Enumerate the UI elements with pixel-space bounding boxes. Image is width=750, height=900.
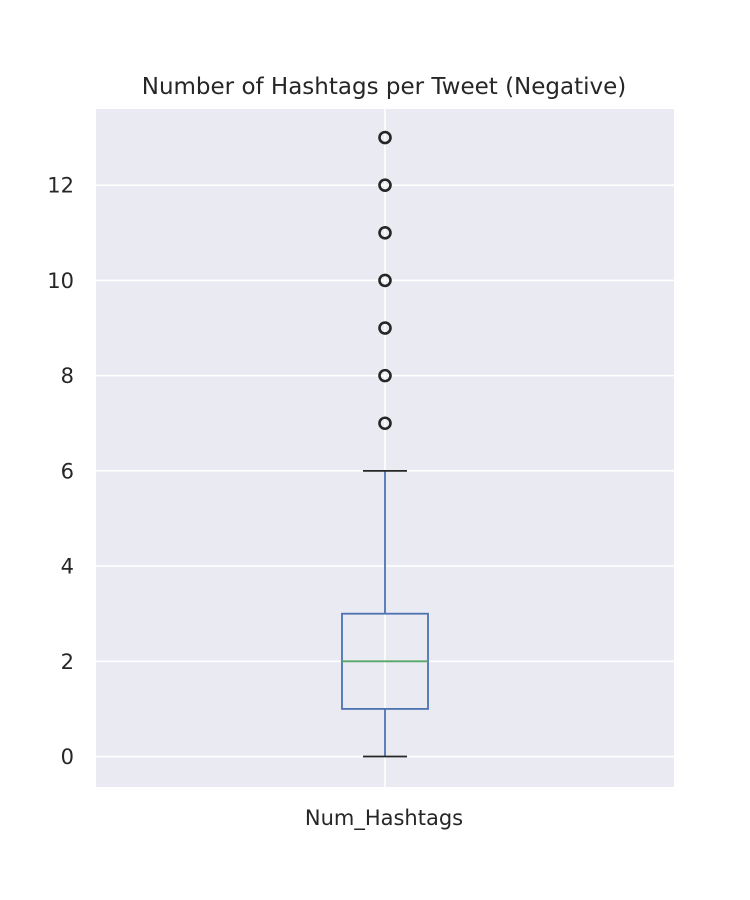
box-plot — [341, 130, 429, 758]
outlier-point — [378, 178, 392, 192]
outlier-point — [378, 321, 392, 335]
outlier-point — [378, 416, 392, 431]
outlier-point — [378, 130, 392, 145]
y-tick-label: 2 — [61, 650, 74, 674]
chart-title: Number of Hashtags per Tweet (Negative) — [142, 74, 627, 100]
y-tick-label: 10 — [47, 269, 74, 293]
x-tick-label: Num_Hashtags — [305, 806, 463, 831]
outlier-point — [378, 273, 392, 288]
y-tick-label: 12 — [47, 174, 74, 198]
y-tick-label: 6 — [61, 459, 74, 483]
outlier-point — [378, 368, 392, 383]
outlier-point — [378, 225, 392, 240]
y-tick-label: 8 — [61, 364, 74, 388]
y-tick-label: 0 — [61, 745, 74, 769]
y-tick-label: 4 — [61, 555, 74, 579]
y-tick-labels: 0 2 4 6 8 10 12 — [47, 174, 74, 769]
